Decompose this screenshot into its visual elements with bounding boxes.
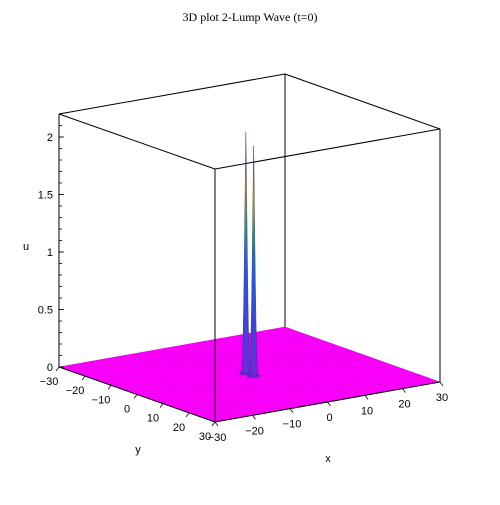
z-tick-label: 0.5 [38,305,53,317]
x-tick-label: −10 [283,419,302,431]
x-axis-label: x [325,453,331,465]
tick-mark [252,415,256,420]
x-tick-label: −30 [208,432,227,444]
z-tick-label: 0 [47,362,53,374]
y-tick-label: 10 [147,413,159,425]
peak-2 [241,131,251,374]
box-edge [214,128,441,170]
tick-mark [185,412,190,418]
x-tick-label: 10 [361,405,373,417]
tick-mark [327,401,331,407]
tick-mark [289,408,294,413]
chart-title: 3D plot 2-Lump Wave (t=0) [182,10,318,24]
x-tick-label: 30 [436,392,448,404]
z-tick-label: 1 [47,247,53,259]
box-edge [58,113,216,170]
y-tick-label: 20 [173,422,185,434]
z-axis-label: u [23,241,29,253]
y-tick-label: −20 [66,385,85,397]
x-tick-label: 20 [398,399,410,411]
box-back-edges [58,73,441,367]
tick-mark [214,421,219,427]
axis-ticks: 0 0.5 1 1.5 2 −30 −20 −10 0 10 20 30 30 20 10 0 −10 −20 −3… [38,125,448,444]
tick-mark [107,385,112,390]
tick-mark [55,366,60,372]
tick-mark [364,395,369,400]
z-tick-label: 2 [47,132,53,144]
x-tick-label: 0 [326,412,332,424]
y-tick-label: 0 [124,404,130,416]
y-tick-label: −10 [92,394,111,406]
box-edge [284,73,441,130]
z-tick-label: 1.5 [38,190,53,202]
peaks-layer [238,131,261,379]
y-tick-label: −30 [40,376,59,388]
peak-1 [249,145,258,377]
box-edge [58,73,286,115]
y-tick-label: 30 [199,431,211,443]
tick-mark [402,388,406,393]
x-tick-label: −20 [245,425,264,437]
tick-mark [133,394,138,399]
y-axis-label: y [135,444,141,456]
axis-labels: u y x [23,241,331,465]
tick-mark [159,403,164,408]
tick-mark [211,421,216,427]
tick-mark [81,375,86,381]
tick-mark [439,381,444,387]
